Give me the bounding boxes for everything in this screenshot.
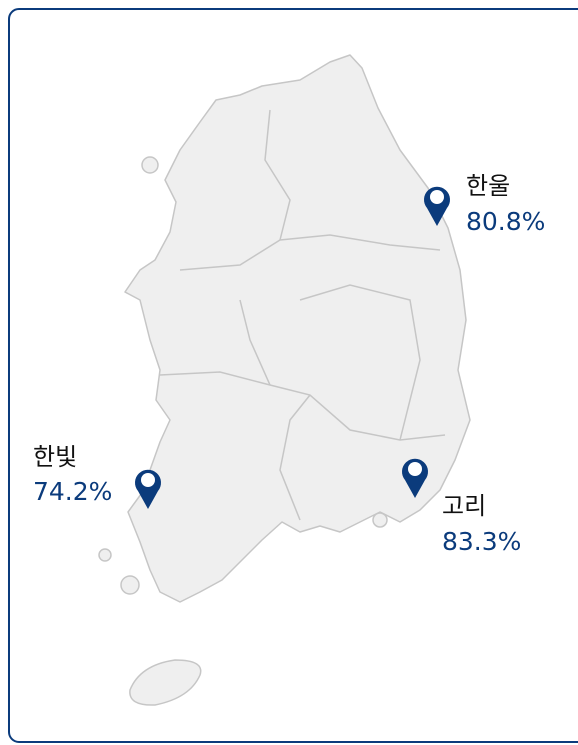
- plant-rate: 80.8%: [466, 207, 545, 236]
- island: [98, 548, 112, 562]
- border: [179, 234, 441, 271]
- plant-rate: 74.2%: [33, 477, 112, 506]
- jeju: [129, 659, 202, 706]
- border: [299, 284, 421, 441]
- island: [372, 512, 388, 528]
- korea-map: [98, 54, 471, 706]
- pin-hole: [430, 190, 444, 204]
- pin-hole: [408, 462, 422, 476]
- pin: [402, 458, 428, 498]
- province-borders: [159, 109, 446, 521]
- mainland: [124, 54, 471, 603]
- plant-name: 한빛: [33, 443, 77, 471]
- border: [264, 109, 291, 241]
- island: [141, 156, 159, 174]
- island: [120, 575, 140, 595]
- border: [239, 299, 271, 386]
- plant-name: 한울: [466, 172, 510, 200]
- plant-name: 고리: [442, 492, 486, 520]
- border: [279, 394, 311, 521]
- pin-hole: [141, 473, 155, 487]
- pin: [135, 469, 161, 509]
- plant-rate: 83.3%: [442, 527, 521, 556]
- pin: [424, 186, 450, 226]
